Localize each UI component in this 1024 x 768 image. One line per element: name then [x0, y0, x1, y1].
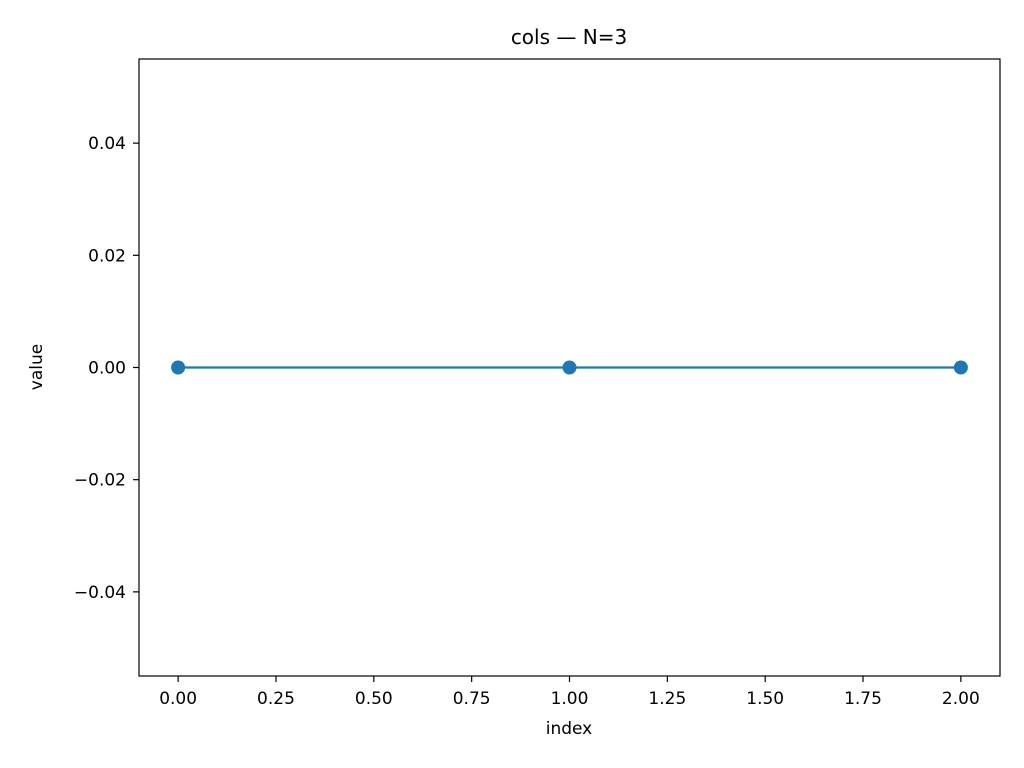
x-tick-label: 1.25: [648, 689, 686, 709]
y-tick-label: −0.04: [74, 583, 126, 603]
x-tick-label: 2.00: [942, 689, 980, 709]
data-point: [562, 360, 577, 375]
x-tick-label: 1.75: [844, 689, 882, 709]
x-tick-label: 0.50: [355, 689, 393, 709]
x-axis-ticks: 0.00 0.25 0.50 0.75 1.00 1.25 1.50 1.75 2.00: [159, 676, 980, 709]
data-point: [171, 360, 186, 375]
y-tick-label: 0.04: [88, 134, 126, 154]
y-tick-label: 0.00: [88, 359, 126, 379]
x-tick-label: 0.75: [453, 689, 491, 709]
y-axis-ticks: −0.04 −0.02 0.00 0.02 0.04: [74, 134, 139, 603]
x-tick-label: 0.25: [257, 689, 295, 709]
x-tick-label: 1.00: [551, 689, 589, 709]
x-tick-label: 1.50: [746, 689, 784, 709]
x-axis-label: index: [546, 719, 593, 739]
series-layer: [171, 360, 968, 375]
y-tick-label: −0.02: [74, 471, 126, 491]
y-axis-label: value: [27, 344, 47, 390]
chart-title: cols — N=3: [511, 25, 627, 49]
y-tick-label: 0.02: [88, 246, 126, 266]
x-tick-label: 0.00: [159, 689, 197, 709]
data-point: [953, 360, 968, 375]
